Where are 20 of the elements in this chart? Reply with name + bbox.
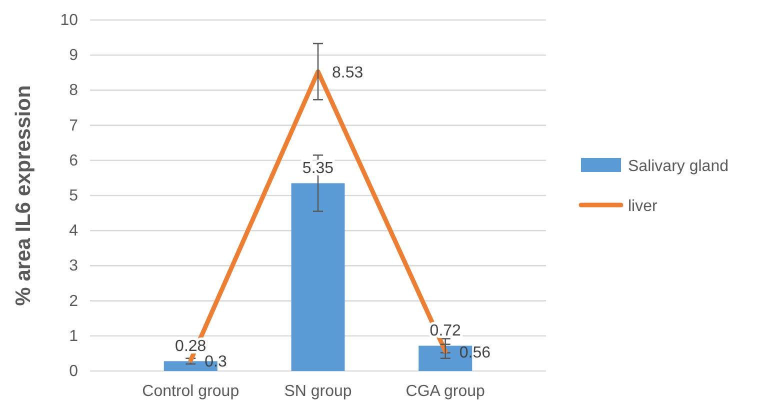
y-tick-label: 6 — [69, 152, 78, 170]
bar — [291, 183, 345, 371]
y-tick-label: 3 — [69, 258, 78, 275]
y-tick-label: 7 — [69, 117, 78, 134]
legend-label: Salivary gland — [628, 158, 728, 175]
x-tick-label: Control group — [142, 383, 240, 400]
x-tick-label: CGA group — [406, 383, 486, 400]
y-tick-label: 8 — [69, 82, 78, 100]
y-tick-label: 2 — [69, 292, 78, 310]
y-tick-label: 10 — [60, 12, 78, 29]
y-axis-title: % area IL6 expression — [12, 85, 35, 306]
data-label: 8.53 — [332, 64, 364, 82]
y-tick-label: 4 — [69, 222, 78, 240]
y-tick-label: 0 — [69, 363, 78, 380]
legend-label: liver — [628, 198, 658, 215]
y-tick-label: 5 — [69, 188, 78, 204]
y-tick-label: 1 — [69, 328, 78, 345]
y-tick-label: 9 — [69, 47, 78, 64]
x-tick-label: SN group — [284, 383, 352, 400]
data-label: 0.3 — [204, 353, 227, 370]
